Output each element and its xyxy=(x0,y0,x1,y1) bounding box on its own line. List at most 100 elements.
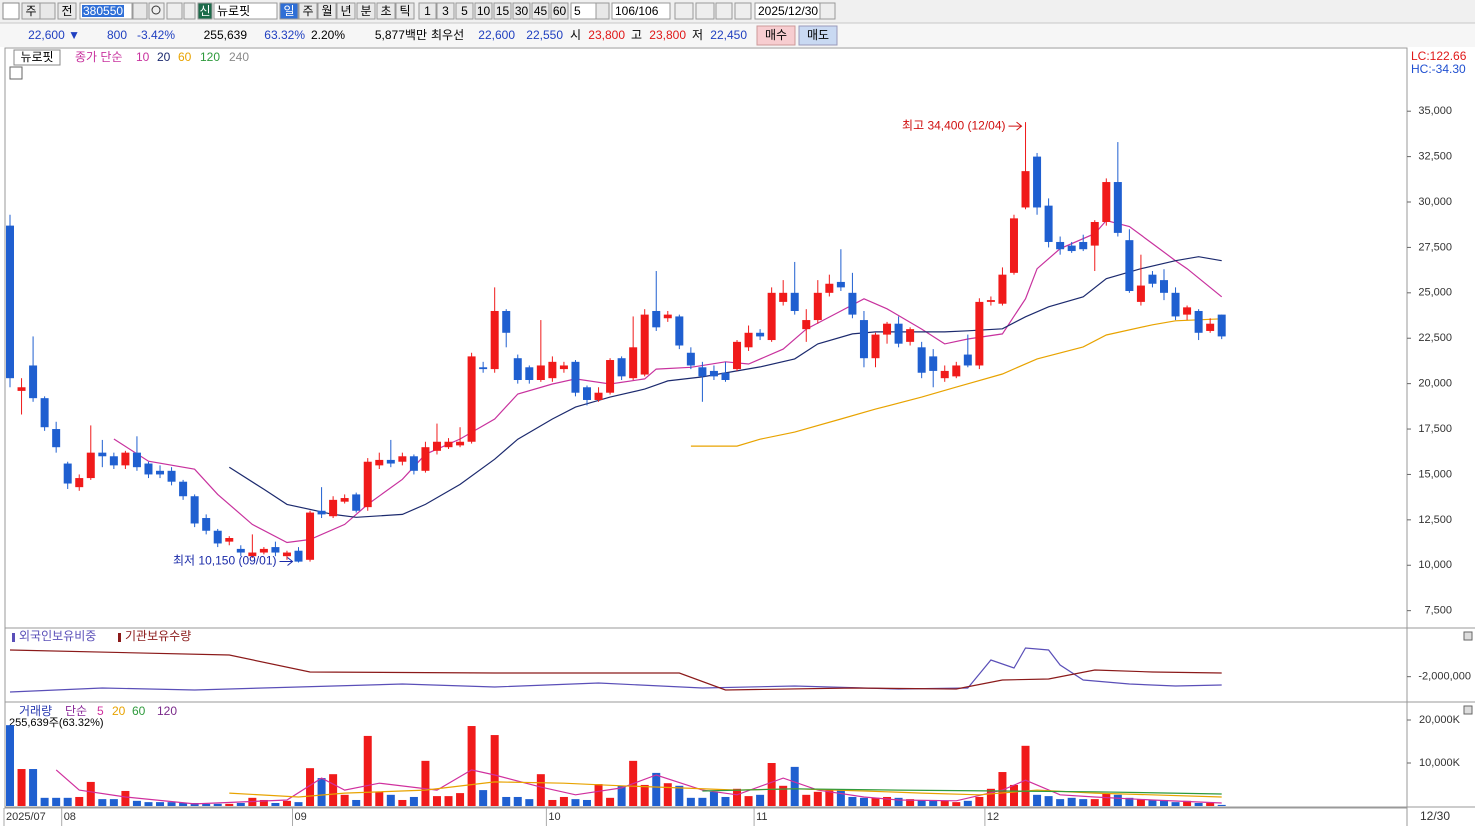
candle-body xyxy=(975,301,984,366)
legend-entry[interactable]: 20 xyxy=(157,50,171,64)
volume-bar xyxy=(986,788,995,806)
buy-button[interactable] xyxy=(756,25,796,46)
candle-body xyxy=(6,225,14,379)
tab-button[interactable] xyxy=(317,2,337,20)
volume-bar xyxy=(963,800,972,806)
arrow xyxy=(1008,121,1023,131)
selection xyxy=(82,5,124,17)
tab-button[interactable] xyxy=(356,2,376,20)
tab-button[interactable] xyxy=(493,2,512,20)
candle-body xyxy=(756,332,765,337)
tab-button[interactable] xyxy=(21,2,41,20)
candle-body xyxy=(1125,240,1134,292)
candle-body xyxy=(1194,310,1203,333)
legend-entry[interactable]: 기관보유수량 xyxy=(125,629,191,643)
tab-button[interactable] xyxy=(279,2,299,20)
dropdown[interactable] xyxy=(183,2,196,20)
candle-body xyxy=(629,347,638,379)
legend-entry[interactable]: 240 xyxy=(229,50,249,64)
text-input[interactable] xyxy=(570,2,597,20)
volume-bar xyxy=(467,726,476,806)
legend-entry[interactable]: 60 xyxy=(132,704,146,718)
save-button[interactable] xyxy=(715,2,733,20)
candle-body xyxy=(444,441,453,448)
tab-button[interactable] xyxy=(474,2,493,20)
tool-button[interactable] xyxy=(695,2,715,20)
panel-icon[interactable] xyxy=(1463,631,1473,641)
tab-button[interactable] xyxy=(531,2,550,20)
tab-button[interactable] xyxy=(336,2,356,20)
tab-button[interactable] xyxy=(298,2,318,20)
search-button[interactable] xyxy=(148,2,165,20)
candle-body xyxy=(744,332,753,348)
tab-button[interactable] xyxy=(512,2,531,20)
tab-button[interactable] xyxy=(376,2,396,20)
volume-bar xyxy=(606,797,615,806)
legend-entry[interactable]: 60 xyxy=(178,50,192,64)
volume-bar xyxy=(167,802,176,806)
tool-button[interactable] xyxy=(674,2,694,20)
legend-entry[interactable]: 120 xyxy=(157,704,177,718)
candle-body xyxy=(998,274,1007,304)
legend-entry[interactable]: 120 xyxy=(200,50,220,64)
volume-bar xyxy=(409,796,418,806)
candle-body xyxy=(525,367,534,380)
tab-button[interactable] xyxy=(436,2,455,20)
dropdown[interactable] xyxy=(39,2,56,20)
candle-body xyxy=(894,323,903,344)
panel-icon[interactable] xyxy=(1463,705,1473,715)
sound-button[interactable] xyxy=(166,2,183,20)
volume-bar xyxy=(490,735,499,806)
dropdown[interactable] xyxy=(132,2,148,20)
volume-bar xyxy=(479,790,488,806)
tab-button[interactable] xyxy=(550,2,569,20)
y-tick-label: 12,500 xyxy=(1418,514,1452,526)
chart-bg xyxy=(0,47,1475,826)
dropdown[interactable] xyxy=(595,2,610,20)
toolbar-label: 2025/12/30 xyxy=(758,4,818,18)
volume-bar xyxy=(594,784,603,806)
legend-entry[interactable]: 외국인보유비중 xyxy=(19,629,96,643)
tab-button[interactable] xyxy=(418,2,437,20)
grid-icon[interactable] xyxy=(9,66,23,80)
volume-bar xyxy=(398,799,407,806)
candle-body xyxy=(686,352,695,366)
candle-body xyxy=(236,548,245,553)
y-tick-label: 35,000 xyxy=(1418,105,1452,117)
volume-bar xyxy=(52,797,61,806)
candle-body xyxy=(1183,307,1192,315)
volume-bar xyxy=(1183,800,1192,806)
text-input[interactable] xyxy=(754,2,821,20)
candle-body xyxy=(121,452,130,466)
quote-field: 23,800 xyxy=(649,28,686,42)
candle-body xyxy=(63,463,72,484)
menu-icon[interactable] xyxy=(2,2,20,20)
tab-button[interactable] xyxy=(197,2,213,20)
arrow xyxy=(279,557,294,566)
toolbar-label: 신 xyxy=(199,4,210,18)
settings-button[interactable] xyxy=(734,2,752,20)
tab-button[interactable] xyxy=(395,2,415,20)
tab-button[interactable] xyxy=(57,2,77,20)
volume-bar xyxy=(871,797,880,806)
volume-bar xyxy=(340,794,349,806)
candle-body xyxy=(456,441,465,446)
candle-body xyxy=(86,452,95,479)
candle-body xyxy=(825,283,834,293)
title-box[interactable] xyxy=(13,49,61,66)
candle-body xyxy=(652,310,661,328)
sell-button[interactable] xyxy=(798,25,838,46)
volume-bar xyxy=(144,802,153,806)
candle-body xyxy=(871,334,880,359)
text-input[interactable] xyxy=(611,2,671,20)
legend-entry[interactable]: 5 xyxy=(97,704,104,718)
candle-body xyxy=(606,360,615,393)
tab-button[interactable] xyxy=(455,2,474,20)
y-tick-label: 32,500 xyxy=(1418,151,1452,163)
legend-entry[interactable]: 20 xyxy=(112,704,126,718)
y-tick-label: 22,500 xyxy=(1418,332,1452,344)
volume-bar xyxy=(432,796,441,806)
calendar-button[interactable] xyxy=(819,2,836,20)
legend-entry[interactable]: 10 xyxy=(136,50,150,64)
text-input[interactable] xyxy=(213,2,278,20)
